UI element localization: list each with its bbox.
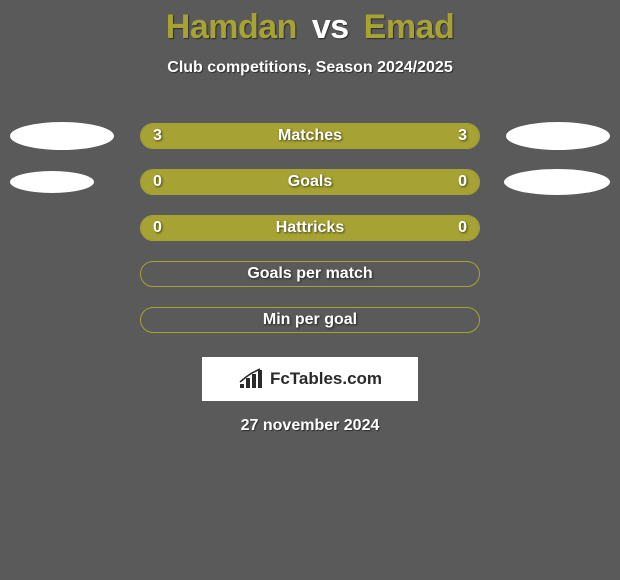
page-title: Hamdan vs Emad bbox=[0, 0, 620, 47]
stat-label: Goals per match bbox=[141, 265, 479, 283]
stat-bar: 00Hattricks bbox=[140, 215, 480, 241]
date-label: 27 november 2024 bbox=[0, 417, 620, 435]
player-ellipse-left bbox=[10, 171, 94, 193]
stat-bar: 33Matches bbox=[140, 123, 480, 149]
stat-row: 00Goals bbox=[0, 159, 620, 205]
stats-container: 33Matches 00Goals 00Hattricks Goals per mat… bbox=[0, 113, 620, 343]
player1-name: Hamdan bbox=[166, 8, 297, 46]
stat-bar: Goals per match bbox=[140, 261, 480, 287]
stat-label: Matches bbox=[141, 127, 479, 145]
stat-label: Hattricks bbox=[141, 219, 479, 237]
stat-row: 33Matches bbox=[0, 113, 620, 159]
subtitle: Club competitions, Season 2024/2025 bbox=[0, 59, 620, 77]
stat-bar: Min per goal bbox=[140, 307, 480, 333]
brand-badge: FcTables.com bbox=[202, 357, 418, 401]
stat-row: Goals per match bbox=[0, 251, 620, 297]
stat-label: Goals bbox=[141, 173, 479, 191]
player-ellipse-right bbox=[506, 122, 610, 150]
player2-name: Emad bbox=[364, 8, 455, 46]
brand-logo-icon bbox=[238, 368, 266, 390]
stat-row: 00Hattricks bbox=[0, 205, 620, 251]
stat-row: Min per goal bbox=[0, 297, 620, 343]
vs-label: vs bbox=[312, 8, 349, 46]
player-ellipse-right bbox=[504, 169, 610, 195]
stat-label: Min per goal bbox=[141, 311, 479, 329]
brand-text: FcTables.com bbox=[270, 369, 382, 389]
player-ellipse-left bbox=[10, 122, 114, 150]
stat-bar: 00Goals bbox=[140, 169, 480, 195]
